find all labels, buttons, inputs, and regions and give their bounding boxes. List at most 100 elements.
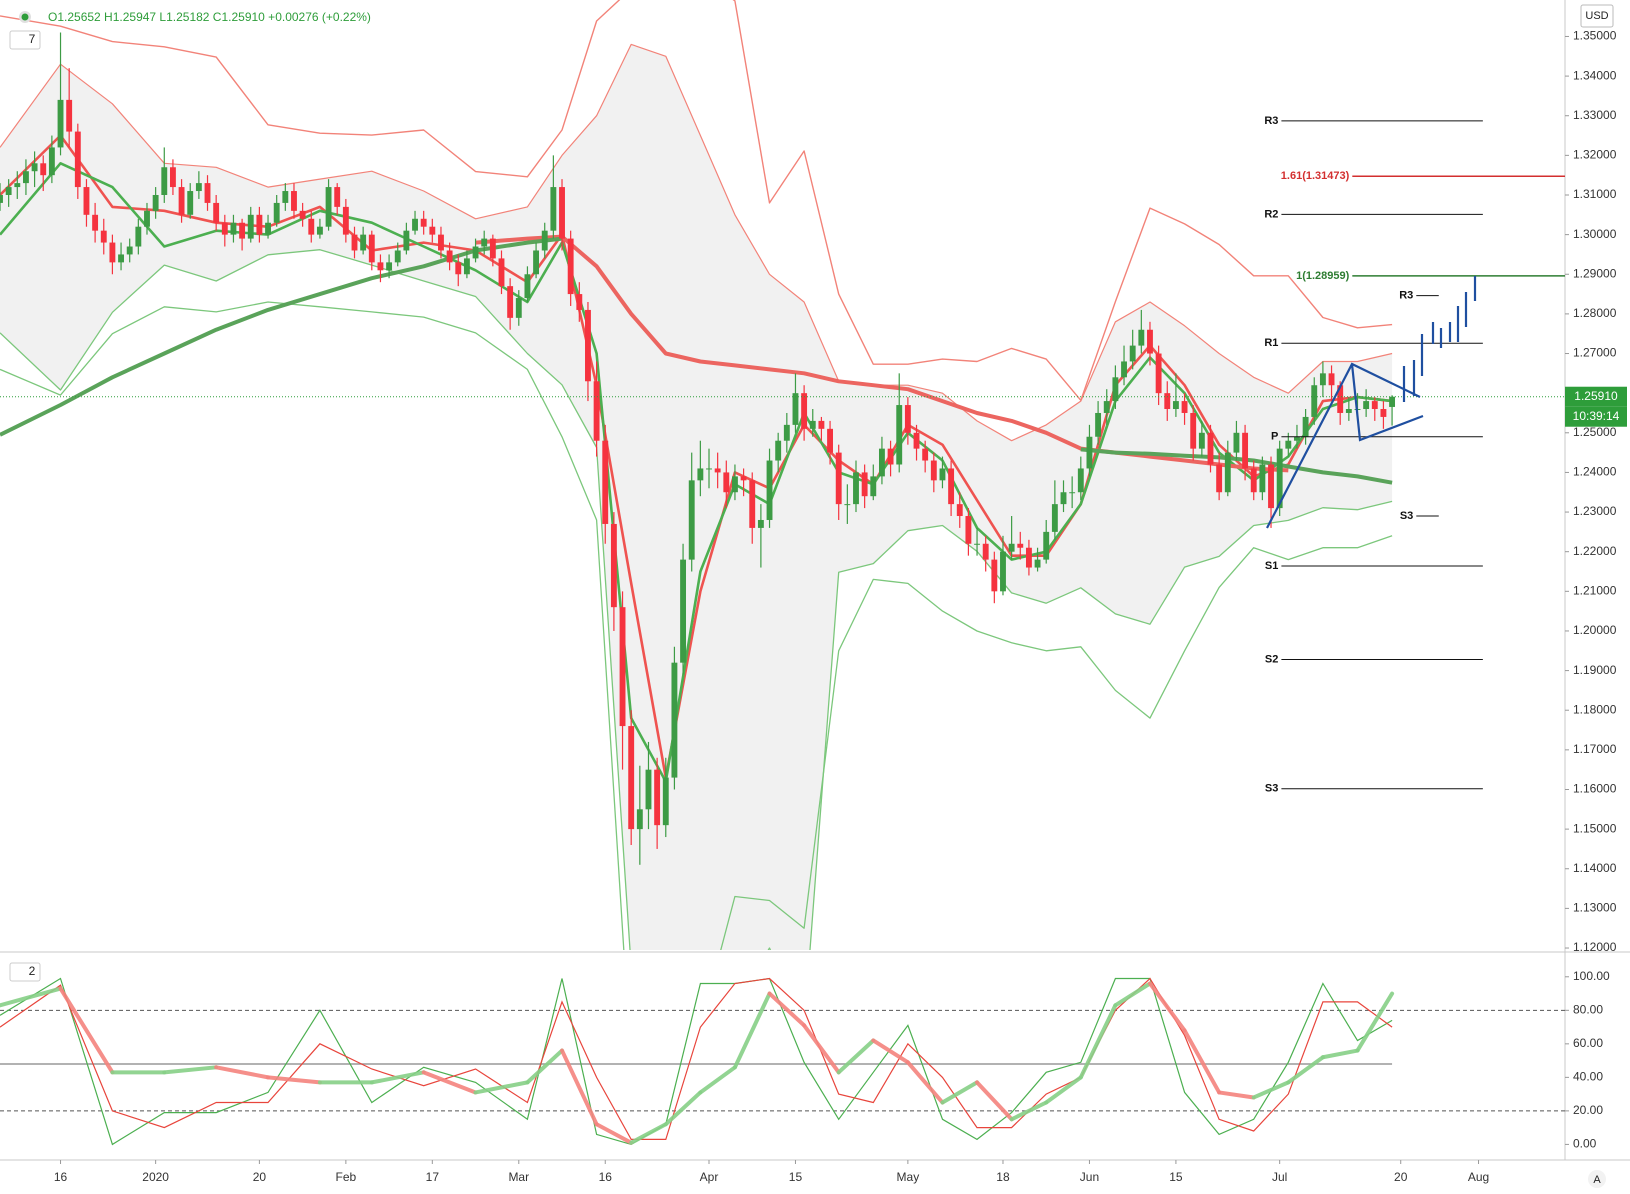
candle-body	[1224, 452, 1231, 493]
triangle-lines	[1266, 362, 1424, 529]
y-tick-label: 1.33000	[1573, 108, 1617, 122]
candle-body	[524, 274, 531, 299]
candle-body	[602, 440, 609, 524]
candle-body	[1034, 559, 1041, 568]
y-tick-label: 1.12000	[1573, 940, 1617, 954]
candle-body	[463, 258, 470, 275]
candle-body	[1121, 361, 1127, 378]
candle-body	[697, 468, 704, 481]
candle-body	[801, 393, 808, 429]
candle-body	[1025, 547, 1032, 568]
candle-body	[169, 167, 176, 188]
oscillator-segment	[871, 1038, 910, 1065]
candle-body	[1190, 412, 1197, 449]
oscillator-segment	[162, 1065, 219, 1075]
candle-body	[1328, 373, 1335, 386]
candle-body	[31, 163, 38, 172]
projection-bars	[1402, 276, 1477, 402]
indicator-box[interactable]	[9, 962, 41, 982]
candle-body	[878, 448, 885, 477]
candle-body	[394, 250, 401, 263]
candle-body	[342, 206, 349, 235]
candle-body	[265, 222, 271, 235]
auto-scale-button[interactable]	[1588, 1170, 1606, 1188]
candle-body	[706, 468, 712, 470]
triangle-drawing	[1266, 276, 1477, 529]
candle-body	[1345, 409, 1352, 413]
candle-body	[749, 480, 756, 528]
oscillator-line	[0, 977, 1393, 1146]
oscillator-segment	[1217, 1090, 1256, 1100]
oscillator-segment	[0, 986, 63, 1008]
candle-body	[550, 187, 557, 231]
candle-body	[1380, 409, 1387, 417]
level-label: R3	[1264, 115, 1278, 127]
x-tick-label: Aug	[1468, 1170, 1489, 1184]
candle-body	[178, 187, 185, 215]
candle-body	[472, 246, 479, 259]
candle-body	[1000, 551, 1006, 592]
candle-body	[732, 476, 738, 493]
currency-box[interactable]	[1580, 4, 1614, 28]
candle-body	[239, 222, 246, 239]
candle-body	[204, 183, 211, 203]
candle-body	[671, 662, 678, 778]
candle-body	[1268, 464, 1274, 509]
candle-body	[792, 393, 799, 425]
candle-body	[827, 428, 833, 453]
candle-body	[930, 460, 937, 481]
candle-body	[636, 809, 643, 830]
candle-body	[144, 210, 150, 227]
candle-body	[161, 167, 168, 195]
candle-body	[861, 472, 868, 497]
oscillator-segment	[1044, 1075, 1083, 1105]
oscillator-segment	[525, 1048, 565, 1085]
oscillator-segment	[473, 1080, 530, 1095]
indicator-line	[0, 43, 1393, 442]
candle-body	[619, 607, 626, 727]
oscillator-segment	[1078, 1003, 1118, 1080]
candle-body	[291, 191, 297, 211]
candle-body	[429, 226, 436, 235]
candle-body	[1103, 401, 1110, 413]
y-tick-label: 80.00	[1573, 1002, 1603, 1016]
candle-body	[325, 187, 332, 227]
candle-body	[991, 559, 998, 592]
candle-body	[896, 405, 903, 465]
oscillator-segment	[975, 1080, 1014, 1122]
candle-body	[446, 250, 453, 263]
countdown-box	[1565, 406, 1627, 427]
candle-body	[74, 131, 81, 188]
candle-body	[515, 298, 522, 318]
candle-body	[1371, 401, 1378, 410]
candle-body	[714, 468, 721, 473]
level-label: S2	[1265, 653, 1278, 665]
candle-body	[308, 218, 315, 235]
candle-body	[1147, 329, 1153, 354]
level-label: R2	[1264, 208, 1278, 220]
candle-body	[230, 222, 237, 235]
indicator-count: 7	[29, 32, 36, 46]
candle-body	[213, 202, 220, 223]
oscillator-segment	[836, 1038, 876, 1075]
candle-body	[1051, 504, 1058, 532]
candle-body	[5, 187, 12, 195]
candle-body	[109, 242, 116, 263]
level-label: 1.61(1.31473)	[1281, 170, 1350, 182]
candle-body	[247, 214, 254, 239]
candle-body	[775, 440, 782, 461]
x-tick-label: 16	[599, 1170, 613, 1184]
candle-body	[965, 516, 972, 544]
auto-scale-label: A	[1593, 1174, 1601, 1186]
candle-body	[1043, 531, 1050, 560]
oscillator-segment	[214, 1065, 271, 1080]
candle-body	[299, 210, 306, 219]
candle-body	[22, 171, 29, 184]
candle-body	[14, 183, 21, 188]
candle-body	[723, 472, 730, 493]
candle-body	[913, 432, 920, 449]
candle-body	[567, 238, 574, 295]
candle-body	[498, 258, 505, 287]
indicator-box[interactable]	[9, 30, 41, 50]
candle-body	[152, 194, 159, 211]
